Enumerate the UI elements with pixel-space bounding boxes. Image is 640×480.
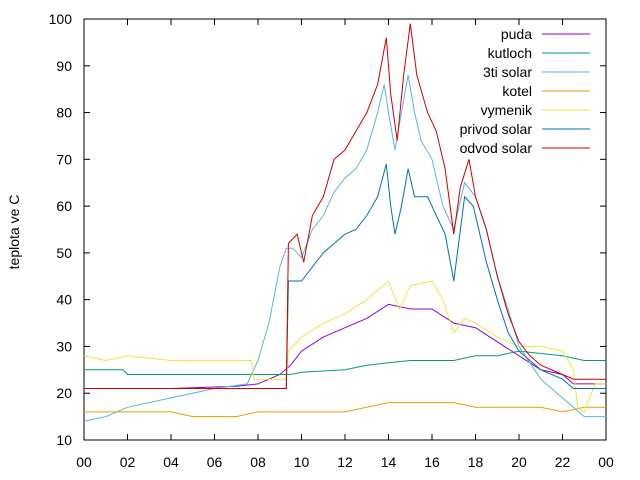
- legend-label: puda: [501, 26, 532, 42]
- x-tick-label: 02: [120, 454, 136, 470]
- y-tick-label: 40: [56, 292, 72, 308]
- y-axis: 10 20 30 40 50 60 70 80 90 100: [49, 11, 606, 448]
- x-tick-label: 00: [598, 454, 614, 470]
- x-tick-label: 10: [294, 454, 310, 470]
- y-tick-label: 80: [56, 105, 72, 121]
- y-tick-label: 60: [56, 198, 72, 214]
- legend-label: privod solar: [460, 121, 533, 137]
- x-tick-label: 04: [163, 454, 179, 470]
- y-tick-label: 100: [49, 11, 73, 27]
- legend: puda kutloch 3ti solar kotel vymenik privod s…: [460, 26, 590, 156]
- x-tick-label: 06: [207, 454, 223, 470]
- legend-label: kutloch: [488, 45, 532, 61]
- y-tick-label: 30: [56, 338, 72, 354]
- x-tick-label: 08: [250, 454, 266, 470]
- series-line-odvod-solar: [84, 23, 606, 389]
- series-line-kutloch: [84, 350, 606, 375]
- x-tick-label: 14: [381, 454, 397, 470]
- y-tick-label: 10: [56, 432, 72, 448]
- x-tick-label: 16: [424, 454, 440, 470]
- legend-label: odvod solar: [460, 140, 533, 156]
- y-tick-label: 90: [56, 58, 72, 74]
- y-tick-label: 20: [56, 385, 72, 401]
- x-tick-label: 18: [468, 454, 484, 470]
- x-tick-label: 20: [511, 454, 527, 470]
- x-tick-label: 12: [337, 454, 353, 470]
- legend-label: vymenik: [481, 102, 533, 118]
- y-tick-label: 50: [56, 245, 72, 261]
- legend-label: kotel: [502, 83, 532, 99]
- series-line-kotel: [84, 402, 606, 418]
- series-lines: [83, 23, 606, 422]
- y-tick-label: 70: [56, 151, 72, 167]
- x-tick-label: 00: [76, 454, 92, 470]
- x-tick-label: 22: [555, 454, 571, 470]
- y-axis-label: teplota ve C: [6, 195, 22, 270]
- x-axis: 00 02 04 06 08 10 12 14 16 18 20 22 00: [76, 19, 614, 470]
- series-line-vymenik: [83, 280, 606, 413]
- legend-label: 3ti solar: [483, 64, 532, 80]
- series-line-privod-solar: [84, 163, 606, 389]
